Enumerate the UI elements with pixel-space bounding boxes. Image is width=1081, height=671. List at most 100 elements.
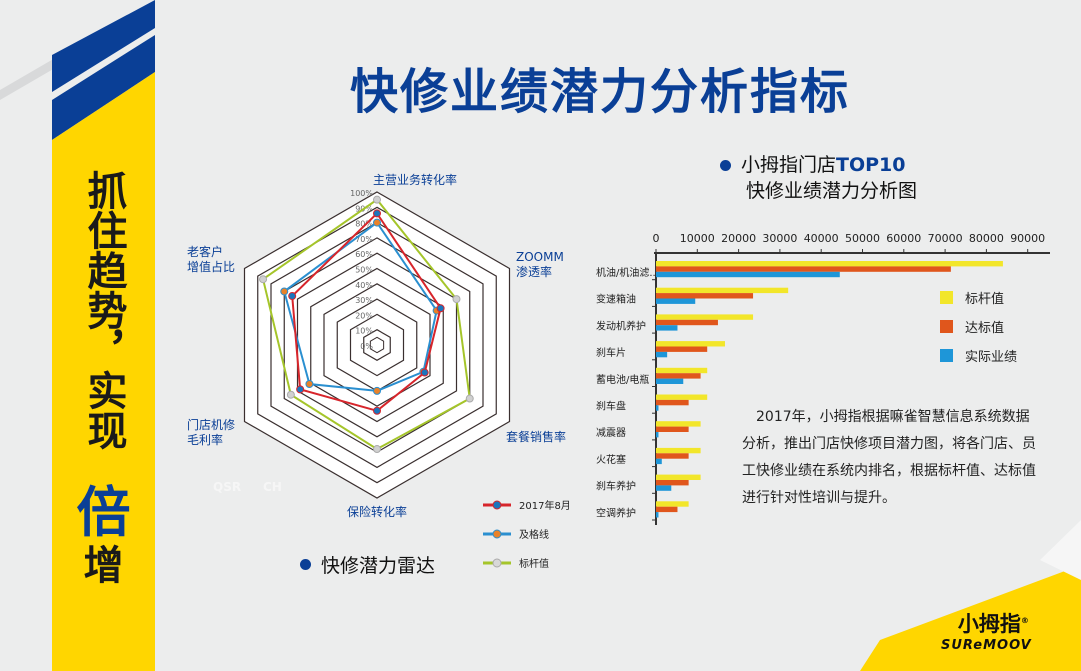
bar xyxy=(656,426,689,432)
radar-point xyxy=(373,445,381,454)
banner-slogan: 抓住趋势，实现 倍 增 xyxy=(52,140,155,588)
bar xyxy=(656,367,708,374)
tick-label: 70000 xyxy=(928,232,963,245)
bar-chart: 0 10000 20000 30000 40000 50000 60000 70000 8000… xyxy=(596,232,1050,525)
bar xyxy=(656,271,840,278)
radar-point xyxy=(288,292,297,301)
tick-label: 60% xyxy=(355,250,373,259)
legend-item: 达标值 xyxy=(940,317,1017,336)
bar xyxy=(656,501,689,507)
bar xyxy=(656,378,684,384)
bar xyxy=(656,298,696,304)
bar xyxy=(656,351,668,358)
bar xyxy=(656,458,662,465)
tick-label: 10% xyxy=(355,327,373,336)
bar xyxy=(656,512,659,518)
legend-item: 实际业绩 xyxy=(940,346,1017,365)
legend-item: 标杆值 xyxy=(483,555,571,570)
category-label: 刹车养护 xyxy=(596,480,636,493)
tick-label: 10000 xyxy=(680,232,715,245)
banner-highlight: 倍 xyxy=(76,480,131,544)
bar xyxy=(656,293,754,299)
category-label: 空调养护 xyxy=(596,506,636,519)
radar-point xyxy=(465,394,474,403)
bar xyxy=(656,485,672,491)
banner-line: 抓住趋势，实现 xyxy=(80,170,128,450)
bar xyxy=(656,373,701,379)
bar xyxy=(656,506,678,513)
radar-legend: 2017年8月 及格线 标杆值 xyxy=(483,497,571,570)
radar-point xyxy=(305,380,314,389)
radar-chart: 0%10%20%30%40%50%60%70%80%90%100% xyxy=(243,189,511,499)
bar xyxy=(656,480,689,486)
tick-label: 60000 xyxy=(886,232,921,245)
bar-legend: 标杆值 达标值 实际业绩 xyxy=(940,288,1017,375)
faint-label: CH xyxy=(263,480,282,494)
legend-item: 标杆值 xyxy=(940,288,1017,307)
axis-label: 老客户 增值占比 xyxy=(187,245,236,274)
radar-point xyxy=(280,287,289,296)
bullet-icon xyxy=(720,159,731,171)
banner-end: 增 xyxy=(83,542,124,589)
radar-point xyxy=(436,304,445,313)
tick-label: 50000 xyxy=(845,232,880,245)
bar xyxy=(656,421,701,427)
bar xyxy=(656,447,701,454)
category-label: 蓄电池/电瓶 xyxy=(596,373,649,386)
radar-point xyxy=(373,195,381,204)
radar-point xyxy=(420,368,429,377)
bar xyxy=(656,432,659,438)
tick-label: 90000 xyxy=(1010,232,1045,245)
category-label: 减震器 xyxy=(596,427,626,439)
tick-label: 20000 xyxy=(721,232,756,245)
tick-label: 20% xyxy=(355,311,373,320)
bar xyxy=(656,453,689,459)
bar xyxy=(656,394,708,400)
bar xyxy=(656,346,708,352)
bar xyxy=(656,319,718,326)
tick-label: 30% xyxy=(355,296,373,305)
tick-label: 50% xyxy=(355,266,373,275)
radar-point xyxy=(259,275,268,284)
axis-label: ZOOMM 渗透率 xyxy=(516,250,564,279)
bar xyxy=(656,325,678,331)
description-paragraph: 2017年，小拇指根据嘛雀智慧信息系统数据分析，推出门店快修项目潜力图，将各门店… xyxy=(742,409,1036,506)
logo: 小拇指® SUReMOOV xyxy=(941,612,1032,653)
page-title: 快修业绩潜力分析指标 xyxy=(349,64,850,120)
axis-label: 门店机修 毛利率 xyxy=(187,418,236,447)
bullet-icon xyxy=(300,559,311,570)
radar-point xyxy=(373,209,381,218)
axis-label: 保险转化率 xyxy=(347,505,408,519)
category-label: 发动机养护 xyxy=(596,319,646,332)
bar-chart-title: 小拇指门店 TOP10 快修业绩潜力分析图 xyxy=(720,152,917,204)
tick-label: 70% xyxy=(355,235,373,244)
faint-label: QSR xyxy=(213,480,242,494)
radar-point xyxy=(452,295,461,304)
tick-label: 80000 xyxy=(969,232,1004,245)
tick-label: 0% xyxy=(360,342,373,351)
bar xyxy=(656,341,725,347)
tick-label: 40000 xyxy=(804,232,839,245)
tick-label: 0 xyxy=(653,232,660,245)
category-label: 刹车盘 xyxy=(596,400,626,413)
tick-label: 100% xyxy=(350,189,373,198)
radar-point xyxy=(373,406,381,415)
bar xyxy=(656,399,689,406)
radar-point xyxy=(286,390,295,399)
bar xyxy=(656,474,701,480)
bar xyxy=(656,314,754,320)
bar xyxy=(656,266,951,272)
tick-label: 30000 xyxy=(762,232,797,245)
bar xyxy=(656,405,659,411)
radar-point xyxy=(373,218,381,227)
axis-label: 主营业务转化率 xyxy=(373,173,458,187)
tick-label: 40% xyxy=(355,281,373,290)
category-label: 机油/机油滤... xyxy=(596,266,659,279)
legend-item: 2017年8月 xyxy=(483,497,571,512)
bar xyxy=(656,261,1003,267)
axis-label: 套餐销售率 xyxy=(506,430,567,444)
radar-point xyxy=(296,385,305,394)
legend-item: 及格线 xyxy=(483,526,571,541)
radar-point xyxy=(373,386,381,395)
